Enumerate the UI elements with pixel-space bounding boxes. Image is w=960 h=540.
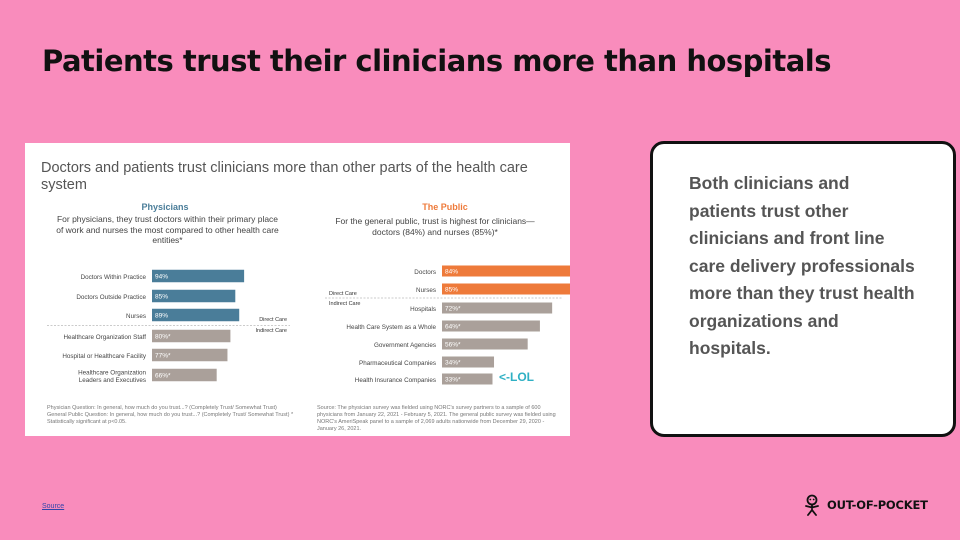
out-of-pocket-logo: OUT-OF-POCKET: [802, 494, 928, 516]
physicians-panel-subtitle: For physicians, they trust doctors withi…: [56, 214, 279, 245]
public-bar: [442, 356, 495, 368]
physicians-bar: [152, 368, 217, 382]
physicians-value-label: 85%: [155, 294, 168, 301]
public-bar: [442, 320, 540, 332]
physicians-category-label: Healthcare Organization Staff: [64, 334, 147, 341]
physicians-value-label: 89%: [155, 313, 168, 320]
mascot-icon: [805, 494, 819, 516]
figure-title: Doctors and patients trust clinicians mo…: [41, 160, 528, 193]
chart-figure: Doctors and patients trust clinicians mo…: [25, 143, 570, 436]
physicians-value-label: 77%*: [155, 353, 171, 360]
physicians-value-label: 80%*: [155, 334, 171, 341]
physicians-value-label: 94%: [155, 274, 168, 281]
physicians-value-label: 66%*: [155, 373, 171, 380]
public-category-label: Pharmaceutical Companies: [359, 360, 436, 367]
public-value-label: 56%*: [445, 342, 461, 349]
public-value-label: 33%*: [445, 377, 461, 384]
slide-title: Patients trust their clinicians more tha…: [42, 44, 831, 78]
physicians-category-label: Leaders and Executives: [79, 377, 146, 384]
physicians-bar: [152, 289, 236, 303]
public-category-label: Health Care System as a Whole: [346, 324, 436, 331]
indirect-care-label: Indirect Care: [256, 328, 288, 334]
indirect-care-label: Indirect Care: [329, 301, 361, 307]
physicians-category-label: Hospital or Healthcare Facility: [62, 353, 146, 360]
logo-text: OUT-OF-POCKET: [827, 498, 928, 512]
public-category-label: Doctors: [414, 269, 436, 276]
takeaway-card: Both clinicians and patients trust other…: [650, 141, 956, 437]
lol-annotation: <-LOL: [499, 370, 534, 384]
public-category-label: Government Agencies: [374, 342, 436, 349]
physicians-category-label: Nurses: [126, 313, 146, 320]
direct-care-label: Direct Care: [329, 291, 357, 297]
physicians-bar: [152, 329, 231, 343]
public-bar: [442, 373, 493, 385]
source-link[interactable]: Source: [42, 503, 65, 510]
direct-care-label: Direct Care: [259, 317, 287, 323]
physicians-category-label: Doctors Within Practice: [81, 274, 147, 281]
public-bar: [442, 302, 553, 314]
physicians-bar: [152, 308, 240, 322]
bar-charts: Doctors Within Practice 94% Doctors Outsid…: [47, 265, 570, 385]
public-bar: [442, 338, 528, 350]
public-panel-title: The Public: [422, 202, 468, 212]
public-value-label: 34%*: [445, 360, 461, 367]
public-value-label: 72%*: [445, 306, 461, 313]
public-bar: [442, 265, 570, 277]
physicians-category-label: Healthcare Organization: [78, 369, 146, 376]
public-category-label: Nurses: [416, 287, 436, 294]
public-value-label: 84%: [445, 269, 458, 276]
public-value-label: 64%*: [445, 324, 461, 331]
public-bar: [442, 283, 570, 295]
physicians-footnote: Physician Question: In general, how much…: [47, 405, 294, 425]
public-footnote: Source: The physician survey was fielded…: [317, 405, 556, 432]
public-category-label: Hospitals: [410, 306, 436, 313]
takeaway-text: Both clinicians and patients trust other…: [689, 173, 915, 358]
public-panel-subtitle: For the general public, trust is highest…: [335, 216, 535, 237]
physicians-panel-title: Physicians: [141, 202, 189, 212]
physicians-bar: [152, 269, 245, 283]
public-value-label: 85%: [445, 287, 458, 294]
physicians-category-label: Doctors Outside Practice: [76, 294, 146, 301]
physicians-bar: [152, 348, 228, 362]
public-category-label: Health Insurance Companies: [355, 377, 436, 384]
